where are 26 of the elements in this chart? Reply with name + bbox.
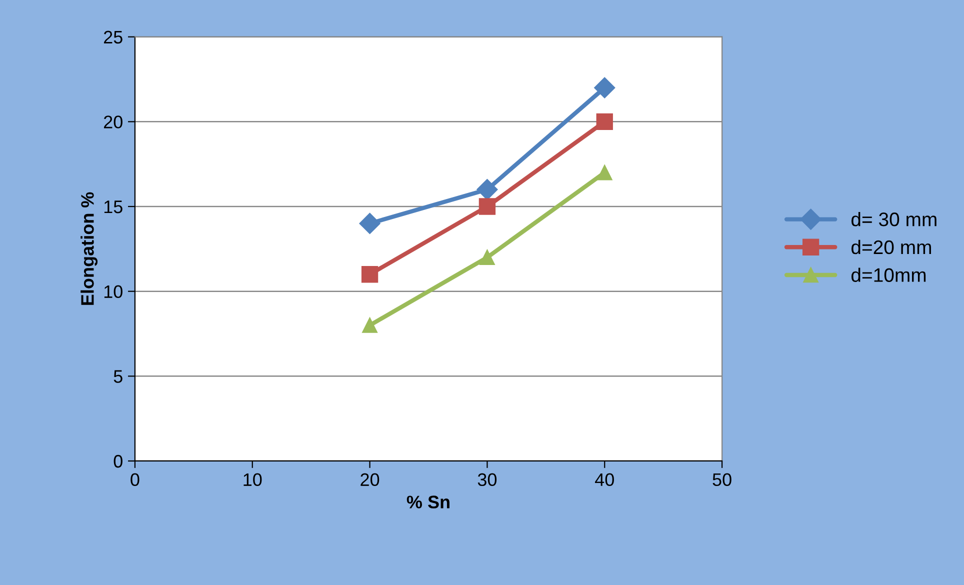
y-axis-title: Elongation % bbox=[80, 192, 98, 305]
x-tick-label: 0 bbox=[130, 473, 140, 486]
y-tick-label: 20 bbox=[104, 116, 122, 128]
point bbox=[594, 77, 616, 98]
point bbox=[478, 198, 496, 215]
point bbox=[362, 318, 378, 333]
point bbox=[361, 266, 378, 283]
y-tick-label: 25 bbox=[104, 30, 122, 44]
x-tick-label: 20 bbox=[360, 473, 380, 486]
point bbox=[480, 250, 495, 266]
x-tick-label: 40 bbox=[594, 473, 614, 486]
x-tick-label: 50 bbox=[712, 473, 732, 486]
point bbox=[476, 179, 498, 200]
legend-label: d=10mm bbox=[851, 268, 926, 282]
legend-label: d= 30 mm bbox=[851, 212, 936, 226]
y-tick-label: 5 bbox=[114, 370, 122, 383]
y-tick-label: 10 bbox=[104, 285, 122, 298]
legend-label: d=20 mm bbox=[851, 240, 931, 254]
y-tick-label: 0 bbox=[114, 454, 122, 468]
point bbox=[596, 113, 613, 130]
x-tick-label: 30 bbox=[478, 473, 497, 486]
x-tick-label: 10 bbox=[244, 473, 262, 486]
point bbox=[359, 212, 380, 234]
y-tick-label: 15 bbox=[104, 200, 122, 214]
x-axis-title: % Sn bbox=[406, 496, 450, 508]
point bbox=[596, 164, 612, 180]
